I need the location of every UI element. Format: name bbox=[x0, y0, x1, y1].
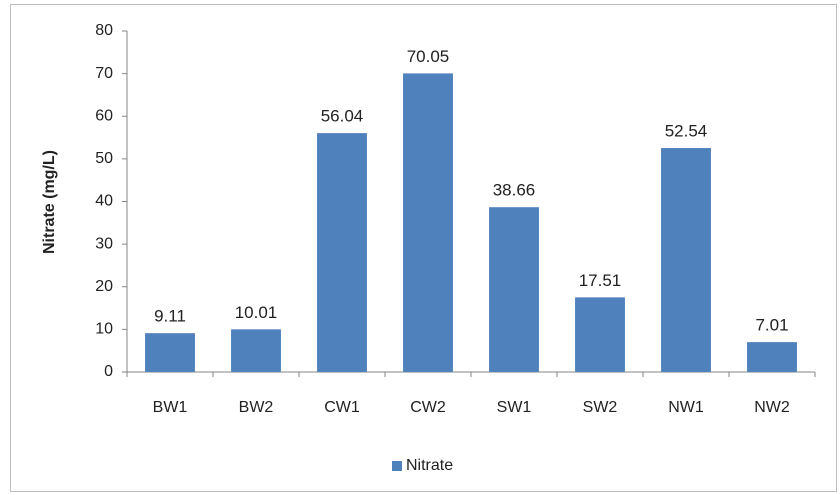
y-tick-label: 20 bbox=[95, 278, 113, 295]
x-tick-label: BW1 bbox=[153, 399, 188, 416]
x-tick-label: SW2 bbox=[583, 399, 618, 416]
bar bbox=[145, 333, 195, 372]
data-label: 7.01 bbox=[755, 316, 788, 335]
data-label: 9.11 bbox=[154, 307, 186, 326]
y-tick-label: 10 bbox=[95, 321, 113, 338]
legend-swatch bbox=[392, 461, 402, 471]
bar bbox=[317, 133, 367, 372]
y-tick-label: 70 bbox=[95, 65, 113, 82]
data-label: 38.66 bbox=[493, 181, 536, 200]
data-label: 17.51 bbox=[579, 271, 622, 290]
x-tick-label: CW2 bbox=[410, 399, 446, 416]
bar bbox=[747, 342, 797, 372]
x-tick-label: NW2 bbox=[754, 399, 790, 416]
bar bbox=[661, 148, 711, 372]
data-label: 10.01 bbox=[235, 303, 278, 322]
bar bbox=[231, 329, 281, 372]
bar bbox=[403, 73, 453, 373]
y-tick-label: 40 bbox=[95, 193, 113, 210]
y-axis-label: Nitrate (mg/L) bbox=[41, 150, 58, 254]
x-tick-label: BW2 bbox=[239, 399, 274, 416]
data-label: 56.04 bbox=[321, 107, 364, 126]
data-label: 70.05 bbox=[407, 47, 450, 66]
x-tick-label: CW1 bbox=[324, 399, 360, 416]
x-tick-label: NW1 bbox=[668, 399, 704, 416]
bar bbox=[575, 297, 625, 372]
legend-label: Nitrate bbox=[406, 457, 453, 474]
x-tick-label: SW1 bbox=[497, 399, 532, 416]
y-tick-label: 50 bbox=[95, 150, 113, 167]
y-tick-label: 60 bbox=[95, 107, 113, 124]
data-label: 52.54 bbox=[665, 122, 708, 141]
y-tick-label: 0 bbox=[104, 363, 113, 380]
y-tick-label: 30 bbox=[95, 235, 113, 252]
bar bbox=[489, 207, 539, 372]
y-tick-label: 80 bbox=[95, 22, 113, 39]
